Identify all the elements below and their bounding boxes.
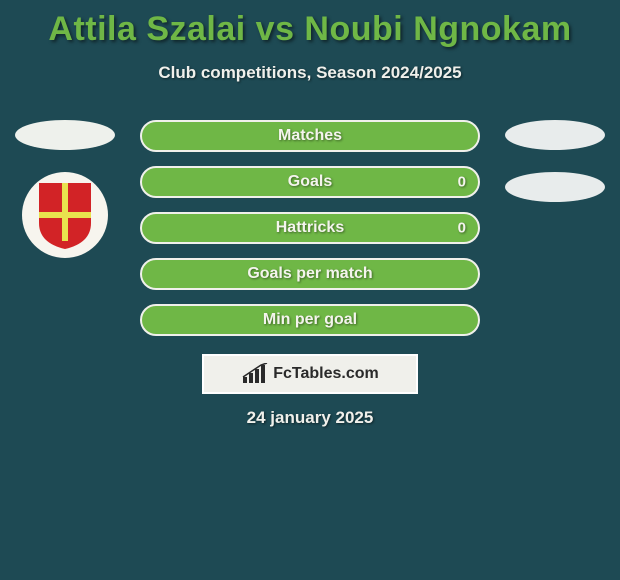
date-stamp: 24 january 2025	[247, 408, 374, 428]
stat-label: Hattricks	[276, 219, 344, 237]
bar-chart-icon	[241, 363, 269, 385]
brand-text: FcTables.com	[273, 365, 379, 383]
page-title: Attila Szalai vs Noubi Ngnokam	[0, 0, 620, 49]
right-placeholder-ellipse-2	[505, 172, 605, 202]
stat-row-goals-per-match: Goals per match	[140, 258, 480, 290]
stat-label: Goals	[288, 173, 332, 191]
stat-value-right: 0	[458, 220, 466, 237]
right-placeholder-ellipse-1	[505, 120, 605, 150]
left-player-column	[10, 120, 120, 258]
right-player-column	[500, 120, 610, 224]
left-placeholder-ellipse	[15, 120, 115, 150]
stat-label: Goals per match	[247, 265, 372, 283]
stat-label: Min per goal	[263, 311, 357, 329]
subtitle: Club competitions, Season 2024/2025	[0, 63, 620, 83]
club-logo	[22, 172, 108, 258]
stat-row-min-per-goal: Min per goal	[140, 304, 480, 336]
stat-bars: Matches Goals 0 Hattricks 0 Goals per ma…	[140, 120, 480, 350]
stat-row-hattricks: Hattricks 0	[140, 212, 480, 244]
brand-box: FcTables.com	[202, 354, 418, 394]
stat-row-goals: Goals 0	[140, 166, 480, 198]
stat-row-matches: Matches	[140, 120, 480, 152]
comparison-infographic: Attila Szalai vs Noubi Ngnokam Club comp…	[0, 0, 620, 580]
stat-label: Matches	[278, 127, 342, 145]
crest-icon	[35, 179, 95, 251]
stat-value-right: 0	[458, 174, 466, 191]
